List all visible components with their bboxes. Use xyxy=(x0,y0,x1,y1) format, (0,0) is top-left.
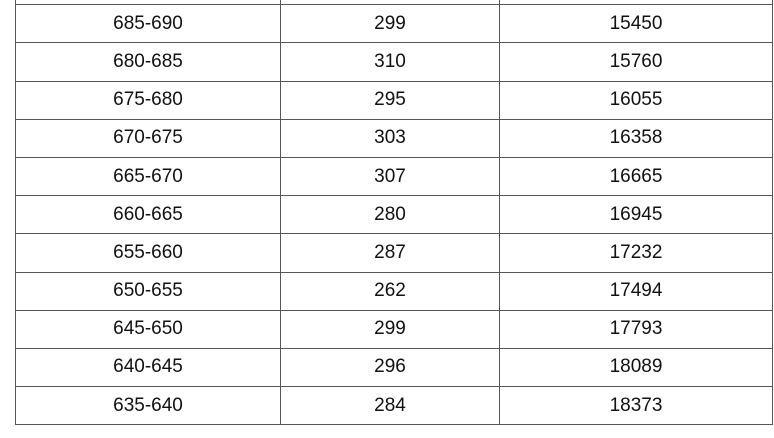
count-cell: 280 xyxy=(280,195,500,235)
count-cell: 307 xyxy=(280,156,500,197)
score-distribution-table: 685-690 299 15450 680-685 310 15760 675-680 295… xyxy=(15,0,773,426)
table-row: 665-670 307 16665 xyxy=(15,156,773,197)
count-cell: 299 xyxy=(280,4,500,44)
score-range-cell: 670-675 xyxy=(15,118,281,158)
count-cell: 287 xyxy=(280,233,500,273)
table-row: 685-690 299 15450 xyxy=(15,4,773,44)
table-row: 675-680 295 16055 xyxy=(15,80,773,120)
score-range-cell: 645-650 xyxy=(15,309,281,349)
table-row: 645-650 299 17793 xyxy=(15,309,773,349)
score-range-cell: 660-665 xyxy=(15,195,281,235)
table-row: 640-645 296 18089 xyxy=(15,347,773,388)
count-cell: 296 xyxy=(280,347,500,388)
count-cell: 303 xyxy=(280,118,500,158)
cumulative-count-cell: 17494 xyxy=(499,271,773,311)
cumulative-count-cell: 16358 xyxy=(499,118,773,158)
cumulative-count-cell: 16945 xyxy=(499,195,773,235)
cumulative-count-cell: 15760 xyxy=(499,42,773,82)
score-range-cell: 650-655 xyxy=(15,271,281,311)
cumulative-count-cell: 17232 xyxy=(499,233,773,273)
cumulative-count-cell: 16055 xyxy=(499,80,773,120)
cumulative-count-cell: 18373 xyxy=(499,386,773,426)
cumulative-count-cell: 17793 xyxy=(499,309,773,349)
table-row: 670-675 303 16358 xyxy=(15,118,773,158)
cumulative-count-cell: 15450 xyxy=(499,4,773,44)
table-row: 635-640 284 18373 xyxy=(15,386,773,426)
count-cell: 299 xyxy=(280,309,500,349)
cumulative-count-cell: 18089 xyxy=(499,347,773,388)
score-range-cell: 655-660 xyxy=(15,233,281,273)
score-range-cell: 640-645 xyxy=(15,347,281,388)
cumulative-count-cell: 16665 xyxy=(499,156,773,197)
table-row: 660-665 280 16945 xyxy=(15,195,773,235)
table-row: 680-685 310 15760 xyxy=(15,42,773,82)
count-cell: 284 xyxy=(280,386,500,426)
table-row: 650-655 262 17494 xyxy=(15,271,773,311)
score-range-cell: 665-670 xyxy=(15,156,281,197)
count-cell: 262 xyxy=(280,271,500,311)
score-range-cell: 675-680 xyxy=(15,80,281,120)
count-cell: 295 xyxy=(280,80,500,120)
table-row: 655-660 287 17232 xyxy=(15,233,773,273)
score-range-cell: 680-685 xyxy=(15,42,281,82)
score-range-cell: 635-640 xyxy=(15,386,281,426)
score-range-cell: 685-690 xyxy=(15,4,281,44)
count-cell: 310 xyxy=(280,42,500,82)
